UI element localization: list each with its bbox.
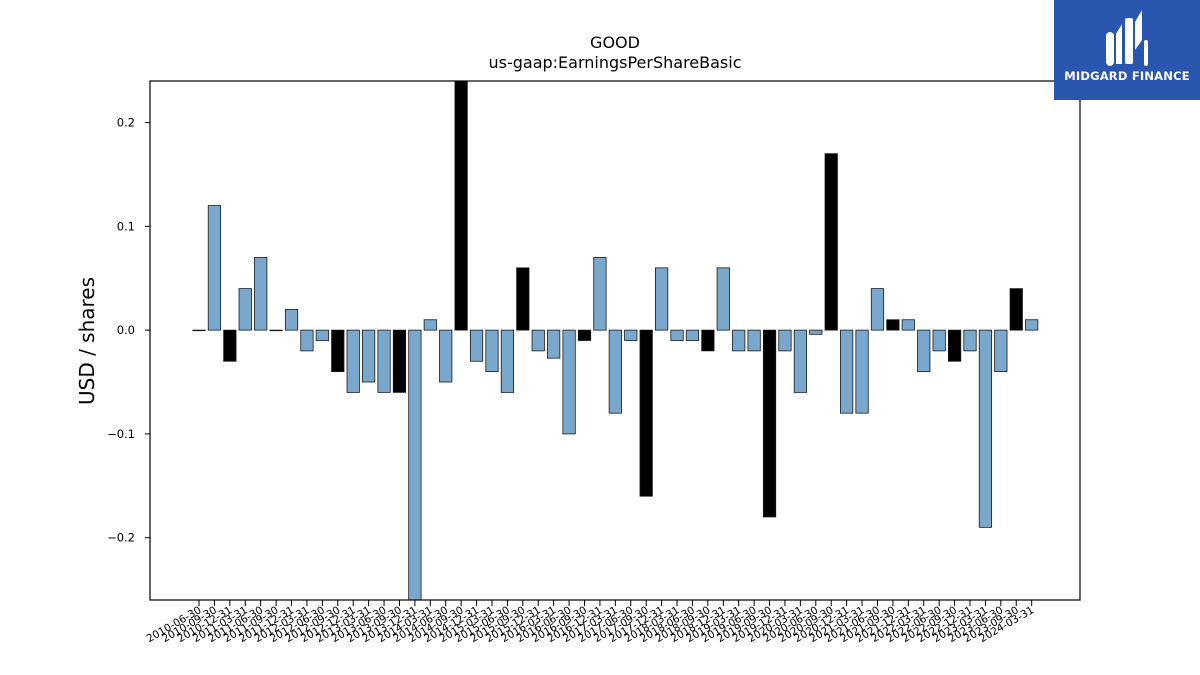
bar-2019-09-30	[762, 329, 777, 518]
bar-2010-09-30	[207, 205, 222, 331]
bar-2017-09-30	[639, 329, 653, 497]
y-tick-label: −0.1	[107, 427, 135, 441]
bar-2013-03-31	[362, 329, 376, 383]
bar-2020-09-30	[824, 153, 838, 331]
bar-2019-12-31	[778, 329, 792, 352]
bar-2015-06-30	[500, 329, 515, 393]
bar-2013-12-31	[408, 329, 422, 601]
bar-2018-12-31	[716, 267, 730, 331]
chart-title: GOOD	[590, 33, 640, 52]
chart-subtitle: us-gaap:EarningsPerShareBasic	[488, 53, 741, 72]
bar-2022-12-31	[963, 329, 977, 352]
bar-2011-03-31	[238, 288, 252, 331]
bar-2015-03-31	[485, 329, 499, 373]
bar-2010-06-30	[192, 329, 206, 332]
bar-2014-03-31	[423, 319, 437, 331]
bar-2022-06-30	[932, 329, 946, 352]
y-axis-label: USD / shares	[75, 277, 99, 405]
bar-2021-12-31	[901, 319, 915, 331]
bar-2020-12-31	[840, 329, 854, 414]
y-tick-label: 0.2	[117, 116, 135, 130]
bar-2019-06-30	[747, 329, 761, 352]
bar-2012-06-30	[315, 329, 329, 341]
bar-2023-06-30	[994, 329, 1008, 373]
bar-2014-09-30	[454, 80, 468, 331]
bar-2017-12-31	[655, 267, 669, 331]
bar-2012-03-31	[300, 329, 314, 352]
bar-2021-06-30	[870, 288, 885, 331]
bar-2016-03-31	[547, 329, 561, 359]
bar-2015-09-30	[516, 267, 530, 331]
midgard-logo: MIDGARD FINANCE	[1054, 0, 1200, 100]
plot-frame	[149, 80, 1081, 601]
bar-2011-06-30	[254, 257, 268, 331]
logo-text: MIDGARD FINANCE	[1064, 69, 1190, 83]
midgard-logo-icon	[1106, 10, 1148, 66]
bar-2012-12-31	[346, 329, 360, 393]
bar-2023-09-30	[1009, 288, 1023, 331]
y-axis: −0.2 −0.1 0.0 0.1 0.2	[107, 116, 150, 545]
bar-2021-03-31	[855, 329, 869, 414]
bar-2015-12-31	[531, 329, 545, 352]
bar-2011-12-31	[284, 308, 299, 331]
bar-2019-03-31	[732, 329, 746, 352]
bar-2018-03-31	[670, 329, 684, 341]
y-tick-label: 0.1	[117, 219, 135, 233]
bar-2021-09-30	[886, 319, 900, 331]
x-axis: 2010-06-302010-09-302010-12-312011-03-31…	[145, 600, 1036, 645]
bar-2013-06-30	[377, 329, 391, 393]
y-tick-label: −0.2	[107, 531, 135, 545]
bar-2014-12-31	[469, 329, 484, 362]
bar-2012-09-30	[331, 329, 345, 373]
bar-2017-06-30	[624, 329, 638, 341]
bar-2023-03-31	[978, 329, 993, 528]
bar-2018-06-30	[685, 329, 700, 341]
bar-2011-09-30	[269, 329, 283, 332]
bar-2014-06-30	[439, 329, 453, 383]
bar-2022-03-31	[917, 329, 931, 373]
bar-2022-09-30	[947, 329, 962, 362]
bar-2024-03-31	[1025, 319, 1039, 331]
bars-group	[192, 80, 1039, 601]
bar-2016-09-30	[577, 329, 592, 341]
bar-2017-03-31	[608, 329, 622, 414]
y-tick-label: 0.0	[117, 323, 135, 337]
bar-2016-12-31	[593, 257, 607, 331]
bar-2020-06-30	[809, 329, 823, 335]
bar-2010-12-31	[223, 329, 237, 362]
bar-2016-06-30	[562, 329, 576, 435]
bar-2013-09-30	[392, 329, 407, 393]
bar-2020-03-31	[793, 329, 807, 393]
bar-2018-09-30	[701, 329, 715, 352]
